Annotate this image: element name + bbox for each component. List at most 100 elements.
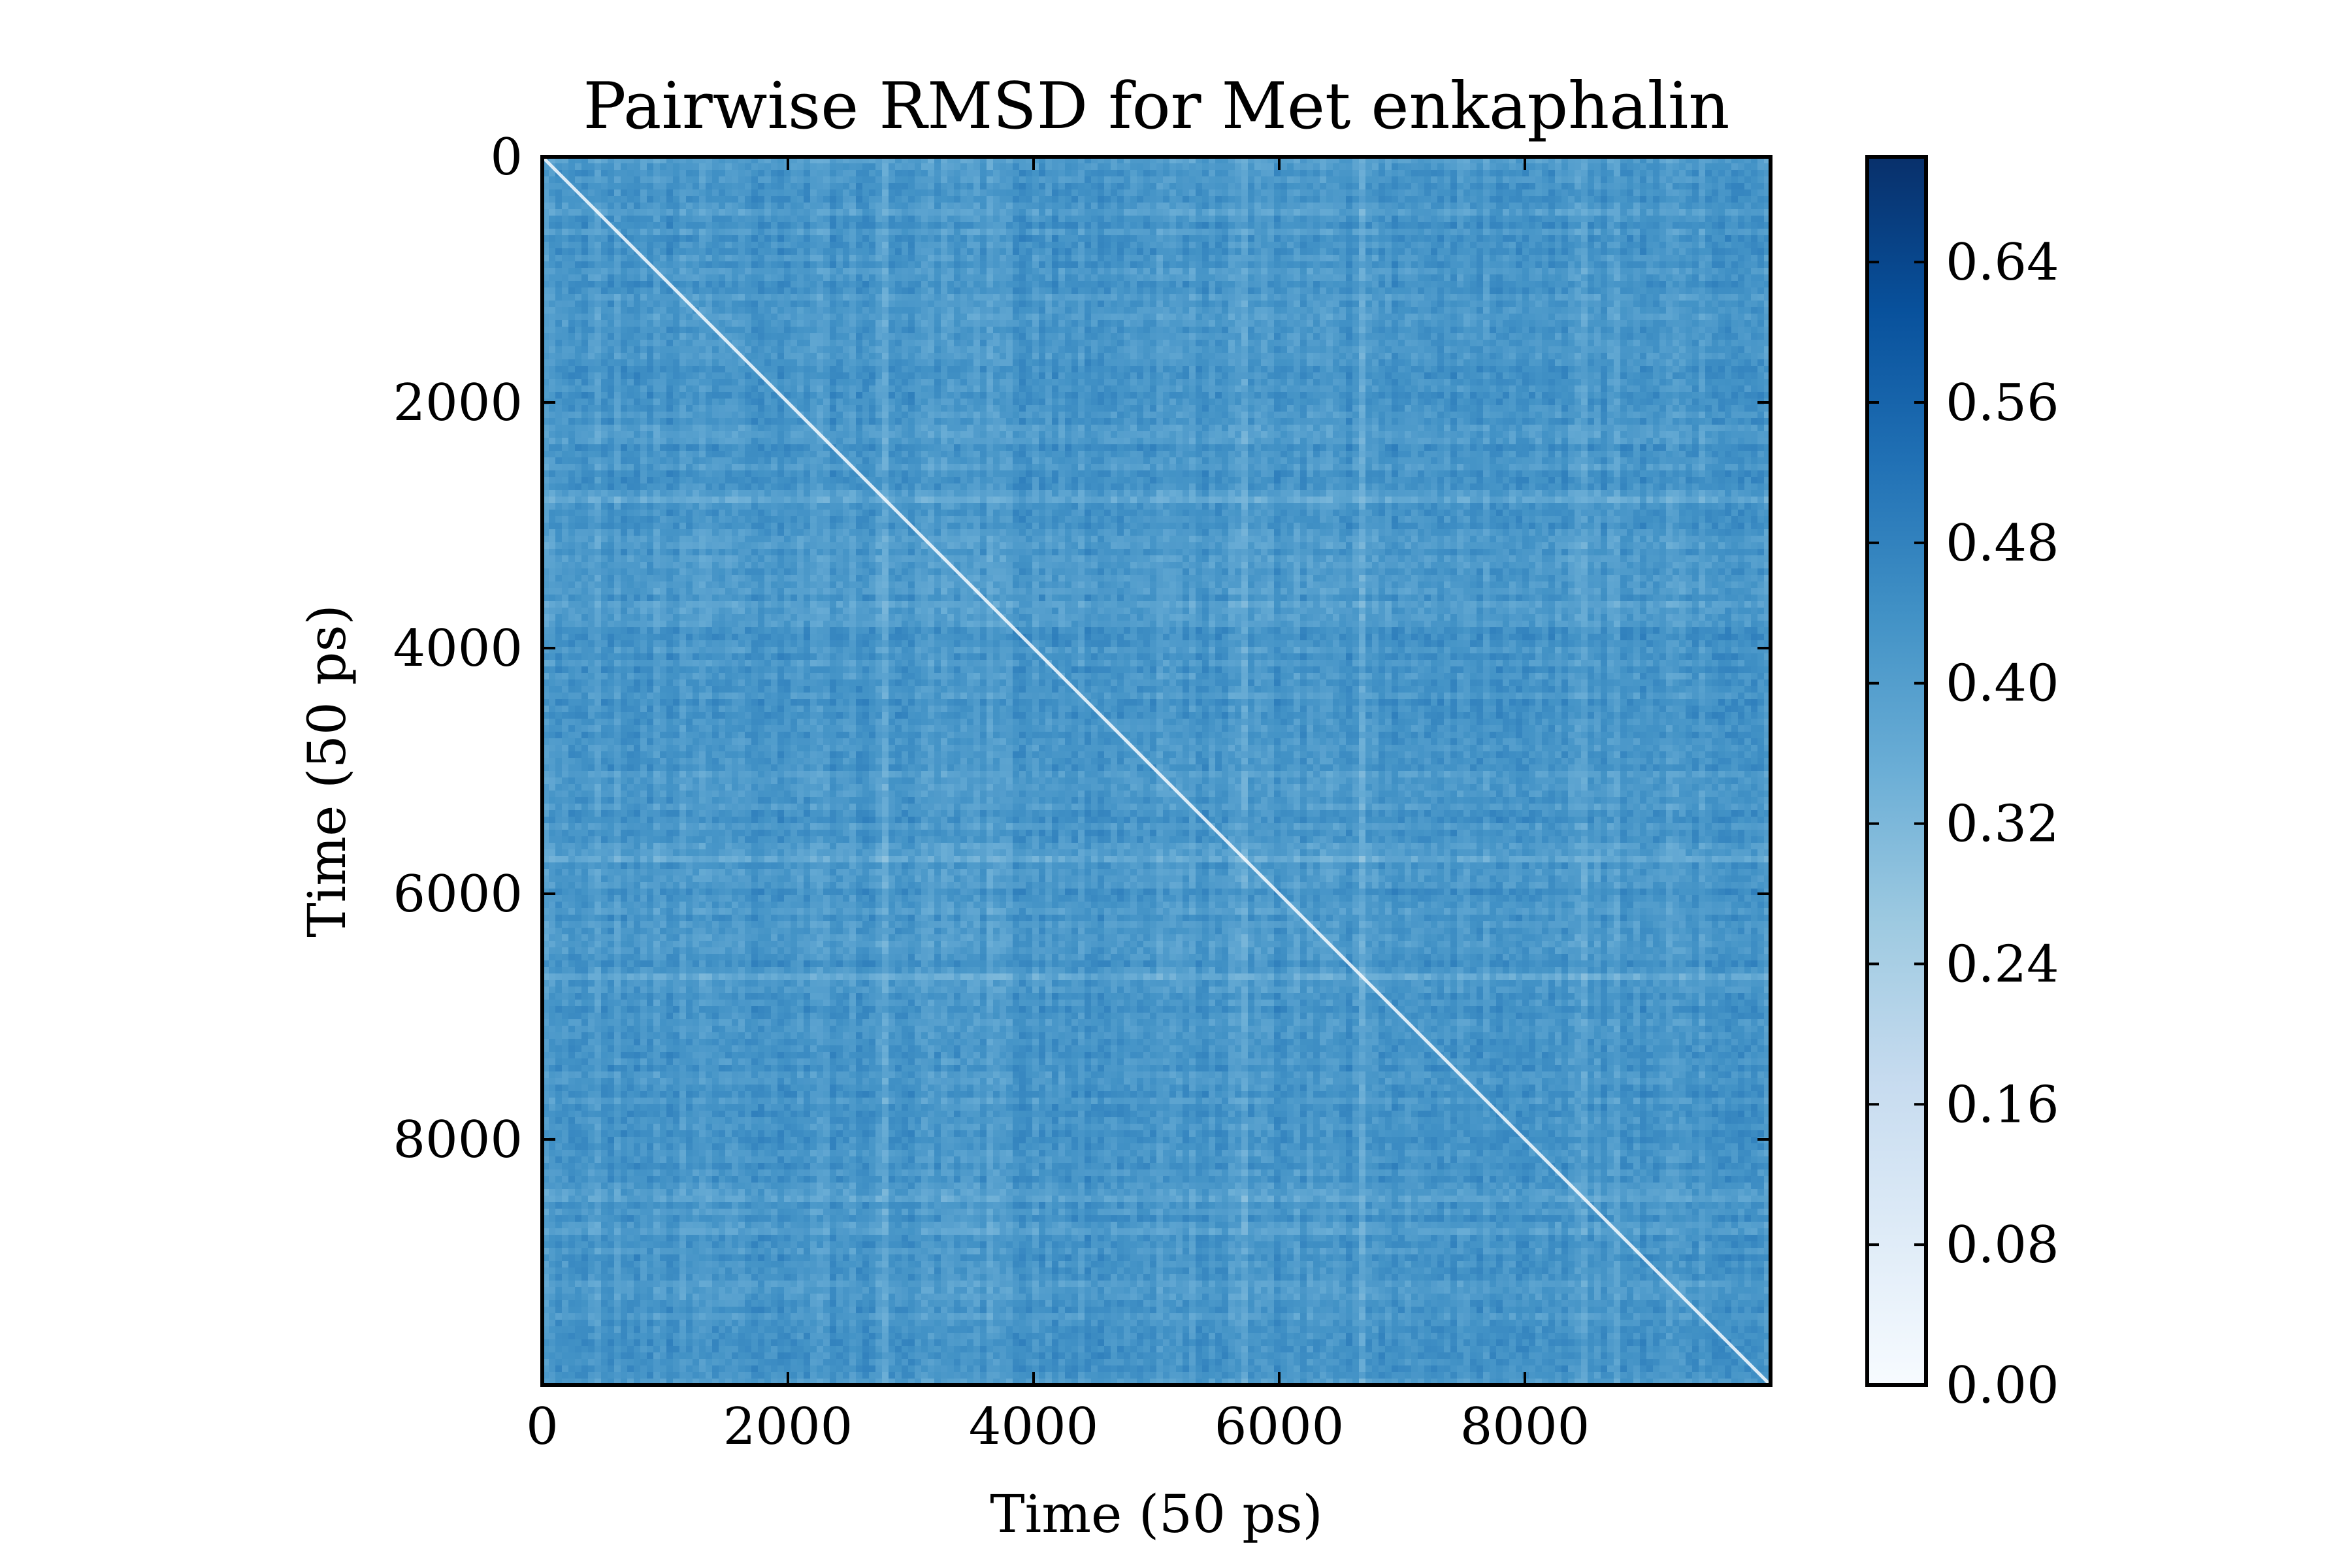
- heatmap-cell: [1751, 170, 1758, 177]
- heatmap-cell: [1633, 248, 1641, 255]
- heatmap-cell: [1169, 320, 1177, 327]
- heatmap-cell: [1091, 229, 1098, 236]
- heatmap-cell: [1405, 157, 1412, 164]
- heatmap-cell: [1026, 216, 1033, 223]
- heatmap-cell: [595, 255, 602, 262]
- heatmap-cell: [712, 242, 719, 249]
- heatmap-cell: [1457, 229, 1464, 236]
- heatmap-cell: [1019, 189, 1026, 197]
- heatmap-cell: [1032, 222, 1039, 229]
- heatmap-cell: [1575, 196, 1582, 203]
- heatmap-cell: [647, 163, 654, 171]
- heatmap-cell: [1176, 242, 1183, 249]
- heatmap-cell: [1731, 183, 1739, 190]
- heatmap-cell: [934, 294, 941, 301]
- heatmap-cell: [1555, 163, 1562, 171]
- heatmap-cell: [1065, 301, 1072, 308]
- heatmap-cell: [1163, 274, 1170, 282]
- heatmap-cell: [1548, 287, 1556, 295]
- heatmap-cell: [627, 176, 634, 184]
- heatmap-cell: [1594, 301, 1601, 308]
- heatmap-cell: [1169, 261, 1177, 269]
- heatmap-cell: [1555, 176, 1562, 184]
- heatmap-cell: [1372, 314, 1379, 321]
- heatmap-cell: [1248, 268, 1255, 275]
- heatmap-cell: [1699, 170, 1706, 177]
- heatmap-cell: [1117, 163, 1124, 171]
- heatmap-cell: [941, 314, 948, 321]
- heatmap-cell: [889, 170, 896, 177]
- heatmap-cell: [1542, 176, 1549, 184]
- heatmap-cell: [1215, 189, 1222, 197]
- heatmap-cell: [934, 320, 941, 327]
- heatmap-cell: [1085, 255, 1092, 262]
- heatmap-cell: [1503, 222, 1510, 229]
- heatmap-cell: [1653, 235, 1660, 242]
- heatmap-cell: [660, 327, 667, 334]
- heatmap-cell: [1294, 242, 1301, 249]
- heatmap-cell: [1529, 255, 1536, 262]
- heatmap-cell: [1607, 301, 1614, 308]
- heatmap-cell: [941, 222, 948, 229]
- heatmap-cell: [1039, 189, 1046, 197]
- heatmap-cell: [1130, 274, 1137, 282]
- heatmap-cell: [1254, 301, 1262, 308]
- heatmap-cell: [1646, 157, 1654, 164]
- heatmap-cell: [1019, 157, 1026, 164]
- heatmap-cell: [568, 242, 576, 249]
- heatmap-cell: [1516, 235, 1523, 242]
- heatmap-cell: [1542, 203, 1549, 210]
- heatmap-cell: [1620, 209, 1627, 216]
- heatmap-cell: [1686, 268, 1693, 275]
- heatmap-cell: [1431, 314, 1438, 321]
- heatmap-cell: [1359, 242, 1366, 249]
- heatmap-cell: [1568, 274, 1575, 282]
- heatmap-cell: [693, 294, 700, 301]
- heatmap-cell: [1398, 170, 1405, 177]
- heatmap-cell: [810, 255, 817, 262]
- heatmap-cell: [1045, 216, 1053, 223]
- heatmap-cell: [1222, 261, 1229, 269]
- heatmap-cell: [1058, 248, 1066, 255]
- heatmap-cell: [875, 157, 883, 164]
- heatmap-cell: [640, 235, 647, 242]
- heatmap-cell: [967, 301, 974, 308]
- heatmap-cell: [960, 222, 968, 229]
- heatmap-cell: [1398, 314, 1405, 321]
- heatmap-cell: [1320, 242, 1327, 249]
- heatmap-cell: [1235, 301, 1242, 308]
- heatmap-cell: [973, 203, 981, 210]
- heatmap-cell: [993, 255, 1000, 262]
- heatmap-cell: [1385, 320, 1392, 327]
- heatmap-cell: [608, 209, 615, 216]
- heatmap-cell: [810, 261, 817, 269]
- heatmap-cell: [1522, 216, 1529, 223]
- heatmap-cell: [699, 222, 706, 229]
- heatmap-cell: [1699, 242, 1706, 249]
- heatmap-cell: [1529, 196, 1536, 203]
- heatmap-cell: [1614, 196, 1621, 203]
- heatmap-cell: [1542, 189, 1549, 197]
- heatmap-cell: [621, 157, 628, 164]
- heatmap-cell: [1039, 287, 1046, 295]
- heatmap-cell: [595, 327, 602, 334]
- heatmap-cell: [608, 268, 615, 275]
- heatmap-cell: [1561, 216, 1569, 223]
- heatmap-cell: [1137, 176, 1144, 184]
- heatmap-cell: [1757, 157, 1765, 164]
- heatmap-cell: [542, 163, 549, 171]
- heatmap-cell: [1757, 235, 1765, 242]
- heatmap-cell: [1431, 274, 1438, 282]
- heatmap-cell: [1300, 320, 1307, 327]
- heatmap-cell: [1209, 242, 1216, 249]
- heatmap-cell: [1241, 216, 1249, 223]
- heatmap-cell: [568, 255, 576, 262]
- heatmap-cell: [1738, 281, 1745, 288]
- heatmap-cell: [758, 222, 765, 229]
- heatmap-cell: [1065, 176, 1072, 184]
- heatmap-cell: [1627, 242, 1634, 249]
- heatmap-cell: [1346, 274, 1353, 282]
- heatmap-cell: [1169, 235, 1177, 242]
- heatmap-cell: [1411, 235, 1418, 242]
- heatmap-cell: [915, 189, 922, 197]
